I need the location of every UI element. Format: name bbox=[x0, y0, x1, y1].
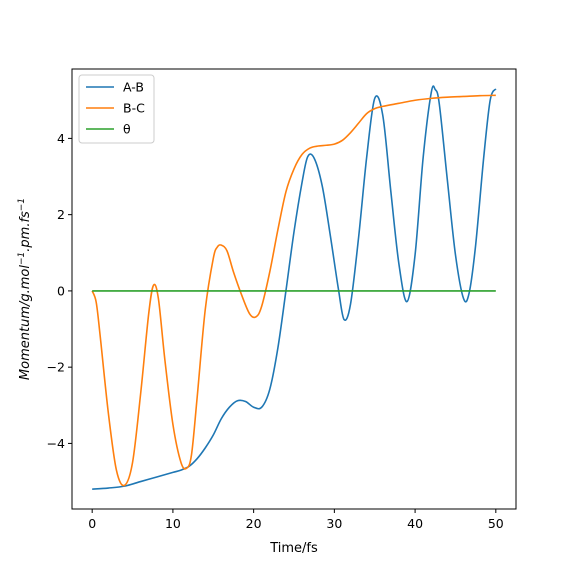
y-tick-label-2: 0 bbox=[57, 283, 65, 298]
plot-frame bbox=[71, 68, 517, 510]
y-axis-label-part-2: .pm.fs bbox=[18, 211, 33, 252]
legend-label-2: θ bbox=[123, 122, 131, 137]
plot-lines bbox=[91, 85, 497, 490]
y-tick-label-1: −2 bbox=[47, 360, 65, 375]
y-axis-label-part-3: −1 bbox=[17, 198, 27, 211]
y-tick-label-0: −4 bbox=[47, 436, 65, 451]
y-tick-label-4: 4 bbox=[57, 131, 65, 146]
x-axis: 0 10 20 30 40 50 bbox=[88, 509, 504, 531]
x-tick-label-0: 0 bbox=[88, 516, 96, 531]
x-tick-label-2: 20 bbox=[246, 516, 262, 531]
y-axis-label-part-0: Momentum/g.mol bbox=[18, 265, 33, 380]
legend-box bbox=[78, 74, 155, 144]
x-tick-label-3: 30 bbox=[326, 516, 342, 531]
legend-label-0: A-B bbox=[123, 80, 144, 95]
x-tick-label-5: 50 bbox=[488, 516, 504, 531]
series-line-0 bbox=[92, 85, 497, 490]
x-axis-label: Time/fs bbox=[269, 541, 318, 556]
x-tick-label-4: 40 bbox=[407, 516, 423, 531]
legend: A-B B-C θ bbox=[78, 74, 155, 144]
y-axis-label-part-1: −1 bbox=[17, 252, 27, 265]
y-tick-label-3: 2 bbox=[57, 207, 65, 222]
series-line-1 bbox=[91, 94, 496, 487]
y-axis-label: Momentum/g.mol−1.pm.fs−1 bbox=[17, 198, 33, 380]
legend-label-1: B-C bbox=[123, 101, 145, 116]
x-tick-label-1: 10 bbox=[165, 516, 181, 531]
y-axis: −4 −2 0 2 4 bbox=[47, 131, 72, 451]
